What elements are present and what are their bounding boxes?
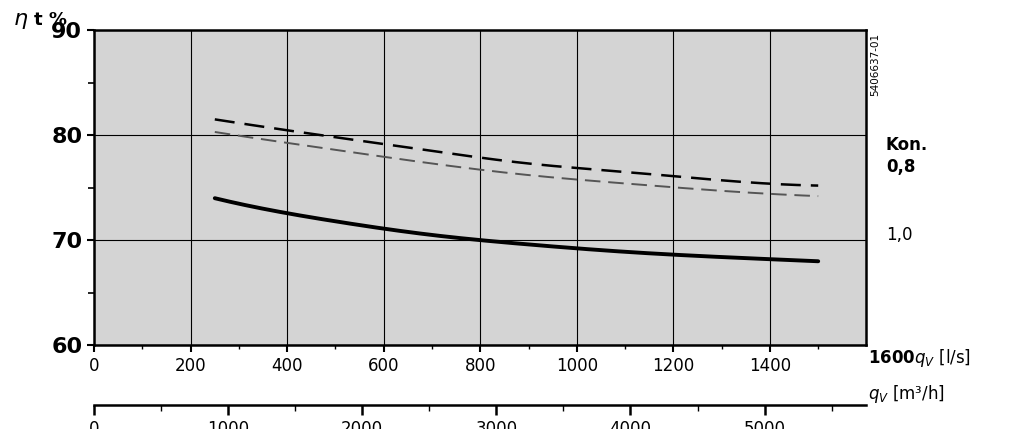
Text: $\mathit{\eta}$: $\mathit{\eta}$ [13, 11, 29, 31]
Text: 1,0: 1,0 [886, 226, 913, 244]
Text: $q_{\mathit{V}}$ [m³/h]: $q_{\mathit{V}}$ [m³/h] [868, 384, 944, 405]
Text: $\mathbf{1600}$$q_{\mathit{V}}$ [l/s]: $\mathbf{1600}$$q_{\mathit{V}}$ [l/s] [868, 347, 971, 369]
Text: Kon.
0,8: Kon. 0,8 [886, 136, 928, 176]
Text: t %: t % [34, 11, 66, 29]
Text: 5406637-01: 5406637-01 [871, 33, 881, 96]
